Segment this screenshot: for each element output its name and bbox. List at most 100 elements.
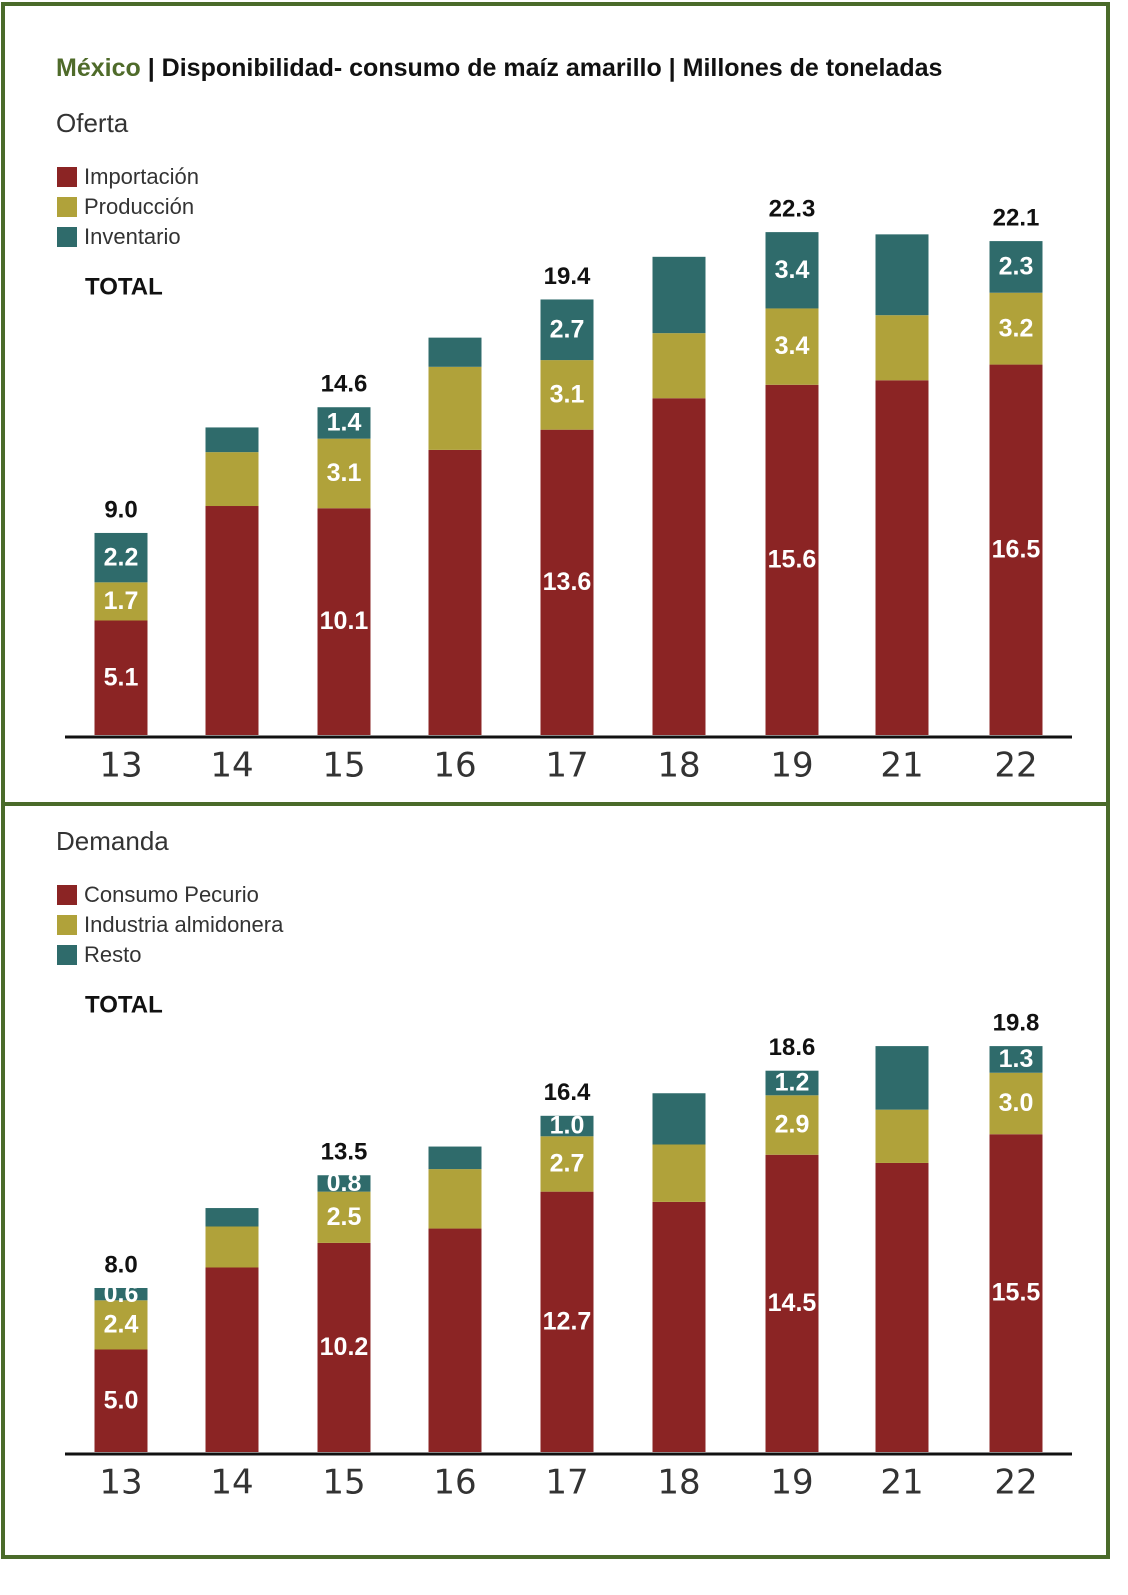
x-tick-label: 19 (770, 746, 813, 786)
legend-swatch (57, 885, 77, 905)
bar-segment (875, 1046, 929, 1110)
segment-label: 10.2 (320, 1333, 369, 1361)
total-label: 8.0 (104, 1251, 137, 1278)
bar-segment (317, 1191, 371, 1243)
bar-segment (317, 407, 371, 439)
x-tick-label: 22 (994, 746, 1037, 786)
total-title: TOTAL (85, 991, 163, 1018)
title-text: | Disponibilidad- consumo de maíz amaril… (148, 54, 943, 82)
bar-segment (540, 1191, 594, 1452)
bar-segment (652, 333, 706, 399)
legend-swatch (57, 197, 77, 217)
bar-segment (652, 1093, 706, 1145)
bar-segment (652, 1201, 706, 1452)
title-country: México (56, 54, 141, 82)
x-tick-label: 14 (210, 1463, 253, 1503)
x-tick-label: 21 (880, 1463, 923, 1503)
total-label: 19.4 (544, 263, 591, 290)
bar-segment (428, 1169, 482, 1229)
segment-label: 15.5 (992, 1279, 1041, 1307)
legend-label: Resto (84, 942, 141, 967)
segment-label: 3.4 (775, 256, 810, 284)
legend-swatch (57, 167, 77, 187)
bar-segment (317, 438, 371, 509)
bar-segment (875, 315, 929, 381)
segment-label: 3.0 (999, 1089, 1034, 1117)
bar-segment (875, 1162, 929, 1452)
bar-segment (765, 1154, 819, 1452)
bar-segment (205, 1226, 259, 1268)
total-label: 13.5 (321, 1139, 368, 1166)
x-tick-label: 17 (545, 746, 588, 786)
x-tick-label: 22 (994, 1463, 1037, 1503)
total-label: 22.3 (769, 195, 816, 222)
segment-label: 1.0 (550, 1112, 585, 1140)
bar-segment (428, 449, 482, 735)
segment-label: 13.6 (543, 568, 592, 596)
segment-label: 12.7 (543, 1307, 592, 1335)
bar-segment (205, 452, 259, 507)
bar-segment (205, 427, 259, 453)
chart-title: México | Disponibilidad- consumo de maíz… (56, 54, 942, 82)
bar-segment (989, 1072, 1043, 1135)
segment-label: 3.1 (550, 380, 585, 408)
segment-label: 1.2 (775, 1069, 810, 1097)
legend-label: Producción (84, 194, 194, 219)
segment-label: 2.2 (104, 543, 139, 571)
bar-segment (540, 1136, 594, 1192)
bar-segment (205, 1267, 259, 1452)
bar-segment (989, 1046, 1043, 1073)
bar-segment (428, 337, 482, 367)
bar-segment (540, 429, 594, 735)
bar-segment (317, 1175, 371, 1192)
bar-segment (94, 1349, 148, 1452)
segment-label: 2.5 (327, 1203, 362, 1231)
bar-segment (94, 1300, 148, 1350)
bar-segment (989, 1134, 1043, 1452)
bar-segment (94, 532, 148, 583)
bar-segment (94, 1288, 148, 1301)
bar-segment (205, 1208, 259, 1227)
bar-segment (765, 1070, 819, 1096)
segment-label: 1.3 (999, 1045, 1034, 1073)
x-tick-label: 14 (210, 746, 253, 786)
legend-label: Importación (84, 164, 199, 189)
bar-segment (540, 360, 594, 430)
x-tick-label: 16 (433, 746, 476, 786)
total-label: 14.6 (321, 371, 368, 398)
bar-segment (989, 364, 1043, 735)
segment-label: 10.1 (320, 607, 369, 635)
bar-segment (652, 1144, 706, 1202)
legend-swatch (57, 915, 77, 935)
total-label: 9.0 (104, 496, 137, 523)
legend-label: Consumo Pecurio (84, 882, 259, 907)
legend-label: Inventario (84, 224, 181, 249)
segment-label: 14.5 (768, 1289, 817, 1317)
segment-label: 0.8 (327, 1169, 362, 1197)
x-tick-label: 19 (770, 1463, 813, 1503)
bar-segment (875, 1109, 929, 1163)
bar-segment (765, 308, 819, 385)
x-tick-label: 21 (880, 746, 923, 786)
bar-segment (989, 241, 1043, 293)
legend-label: Industria almidonera (84, 912, 284, 937)
segment-label: 2.4 (104, 1311, 139, 1339)
legend-swatch (57, 227, 77, 247)
bar-segment (765, 232, 819, 309)
total-label: 19.8 (993, 1009, 1040, 1036)
x-tick-label: 13 (99, 1463, 142, 1503)
total-label: 18.6 (769, 1034, 816, 1061)
segment-label: 16.5 (992, 535, 1041, 563)
segment-label: 3.4 (775, 332, 810, 360)
bar-segment (205, 506, 259, 735)
frame (1, 2, 1110, 1559)
bar-segment (540, 299, 594, 361)
segment-label: 15.6 (768, 545, 817, 573)
segment-label: 5.0 (104, 1386, 139, 1414)
total-title: TOTAL (85, 273, 163, 300)
bar-segment (94, 620, 148, 735)
total-label: 22.1 (993, 204, 1040, 231)
panel-subtitle: Oferta (56, 108, 129, 138)
segment-label: 0.6 (104, 1280, 139, 1308)
